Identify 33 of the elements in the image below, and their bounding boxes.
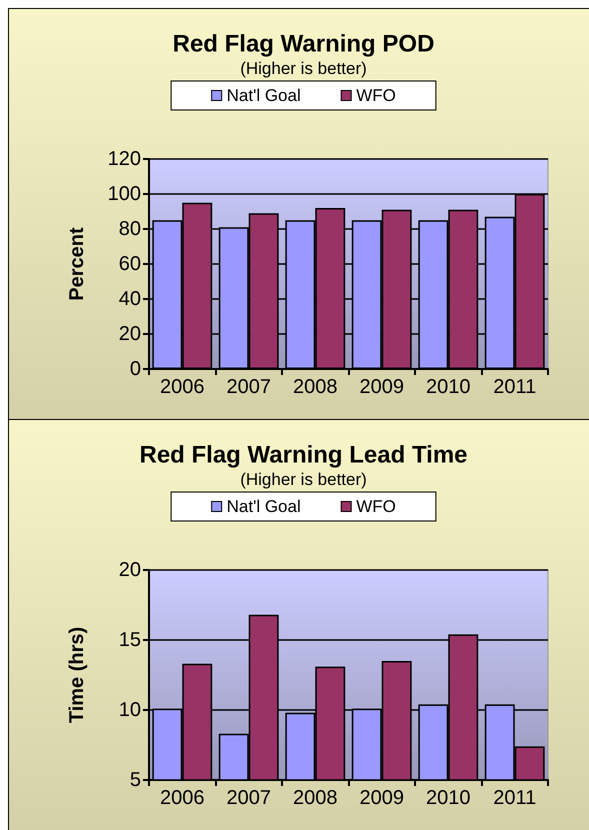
y-tick-label: 0 — [130, 358, 141, 380]
legend-label: Nat'l Goal — [226, 86, 301, 105]
y-axis-title: Percent — [66, 226, 88, 301]
y-tick-label: 20 — [118, 559, 141, 581]
chart-title: Red Flag Warning POD — [172, 30, 434, 58]
legend-label: Nat'l Goal — [226, 497, 301, 516]
chart-subtitle: (Higher is better) — [240, 59, 367, 78]
x-tick-label: 2009 — [360, 376, 404, 398]
x-tick-label: 2010 — [426, 376, 470, 398]
y-tick-label: 40 — [118, 288, 141, 310]
y-tick-label: 60 — [118, 253, 141, 275]
x-tick-label: 2006 — [160, 787, 204, 809]
legend-label: WFO — [356, 497, 396, 516]
x-tick-label: 2008 — [293, 787, 338, 809]
x-tick-label: 2010 — [426, 787, 470, 809]
x-tick-label: 2011 — [493, 376, 536, 398]
chart-subtitle: (Higher is better) — [240, 470, 367, 489]
y-tick-label: 100 — [108, 183, 141, 205]
legend-label: WFO — [356, 86, 396, 105]
y-tick-label: 10 — [118, 699, 141, 721]
x-tick-label: 2008 — [293, 376, 338, 398]
x-tick-label: 2006 — [160, 376, 204, 398]
x-tick-label: 2009 — [360, 787, 404, 809]
y-axis-title: Time (hrs) — [66, 626, 88, 724]
y-tick-label: 120 — [108, 148, 141, 170]
y-tick-label: 20 — [118, 323, 141, 345]
x-tick-label: 2007 — [226, 787, 271, 809]
chart-title: Red Flag Warning Lead Time — [139, 442, 468, 468]
y-tick-label: 80 — [118, 218, 141, 240]
y-tick-label: 5 — [130, 769, 141, 791]
y-tick-label: 15 — [118, 629, 141, 651]
x-tick-label: 2011 — [493, 787, 536, 809]
x-tick-label: 2007 — [226, 376, 271, 398]
